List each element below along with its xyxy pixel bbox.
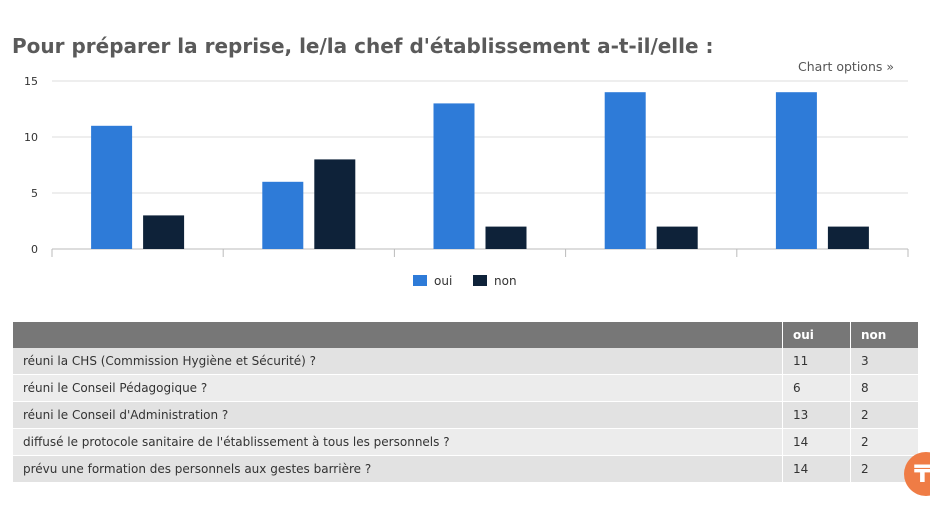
oui-cell: 14 [782,428,851,456]
y-tick-label: 0 [31,243,38,256]
bar-non [485,226,527,249]
bar-oui [91,125,133,249]
table-header-row: oui non [13,322,918,348]
legend-swatch-oui [413,275,427,286]
table-header-question [13,322,783,348]
bar-non [827,226,869,249]
question-cell: diffusé le protocole sanitaire de l'étab… [13,428,783,456]
question-cell: réuni le Conseil Pédagogique ? [13,374,783,402]
results-table: oui non réuni la CHS (Commission Hygiène… [13,322,918,483]
table-row: réuni le Conseil d'Administration ? 13 2 [13,401,918,429]
table-row: réuni la CHS (Commission Hygiène et Sécu… [13,348,918,375]
non-cell: 3 [850,348,918,375]
lines-icon: ₸ [914,460,930,488]
table-row: diffusé le protocole sanitaire de l'étab… [13,428,918,456]
y-tick-label: 5 [31,187,38,200]
table-row: réuni le Conseil Pédagogique ? 6 8 [13,374,918,402]
chart-options-link[interactable]: Chart options » [798,59,894,74]
non-cell: 2 [850,428,918,456]
oui-cell: 14 [782,455,851,483]
question-cell: prévu une formation des personnels aux g… [13,455,783,483]
oui-cell: 13 [782,401,851,429]
table-header-non: non [850,322,918,348]
legend-label-non: non [494,274,517,288]
non-cell: 8 [850,374,918,402]
bar-oui [262,181,304,249]
bar-oui [775,92,817,249]
bar-non [143,215,185,249]
bar-oui [604,92,646,249]
table-row: prévu une formation des personnels aux g… [13,455,918,483]
bar-non [314,159,356,249]
non-cell: 2 [850,401,918,429]
bar-chart: 0 5 10 15 oui non [24,75,909,288]
question-cell: réuni le Conseil d'Administration ? [13,401,783,429]
question-cell: réuni la CHS (Commission Hygiène et Sécu… [13,348,783,375]
oui-cell: 6 [782,374,851,402]
table-header-oui: oui [782,322,851,348]
bar-oui [433,103,475,250]
bar-non [656,226,698,249]
y-tick-label: 15 [24,75,38,88]
legend-swatch-non [473,275,487,286]
legend-label-oui: oui [434,274,452,288]
oui-cell: 11 [782,348,851,375]
page-title: Pour préparer la reprise, le/la chef d'é… [12,34,714,58]
y-tick-label: 10 [24,131,38,144]
